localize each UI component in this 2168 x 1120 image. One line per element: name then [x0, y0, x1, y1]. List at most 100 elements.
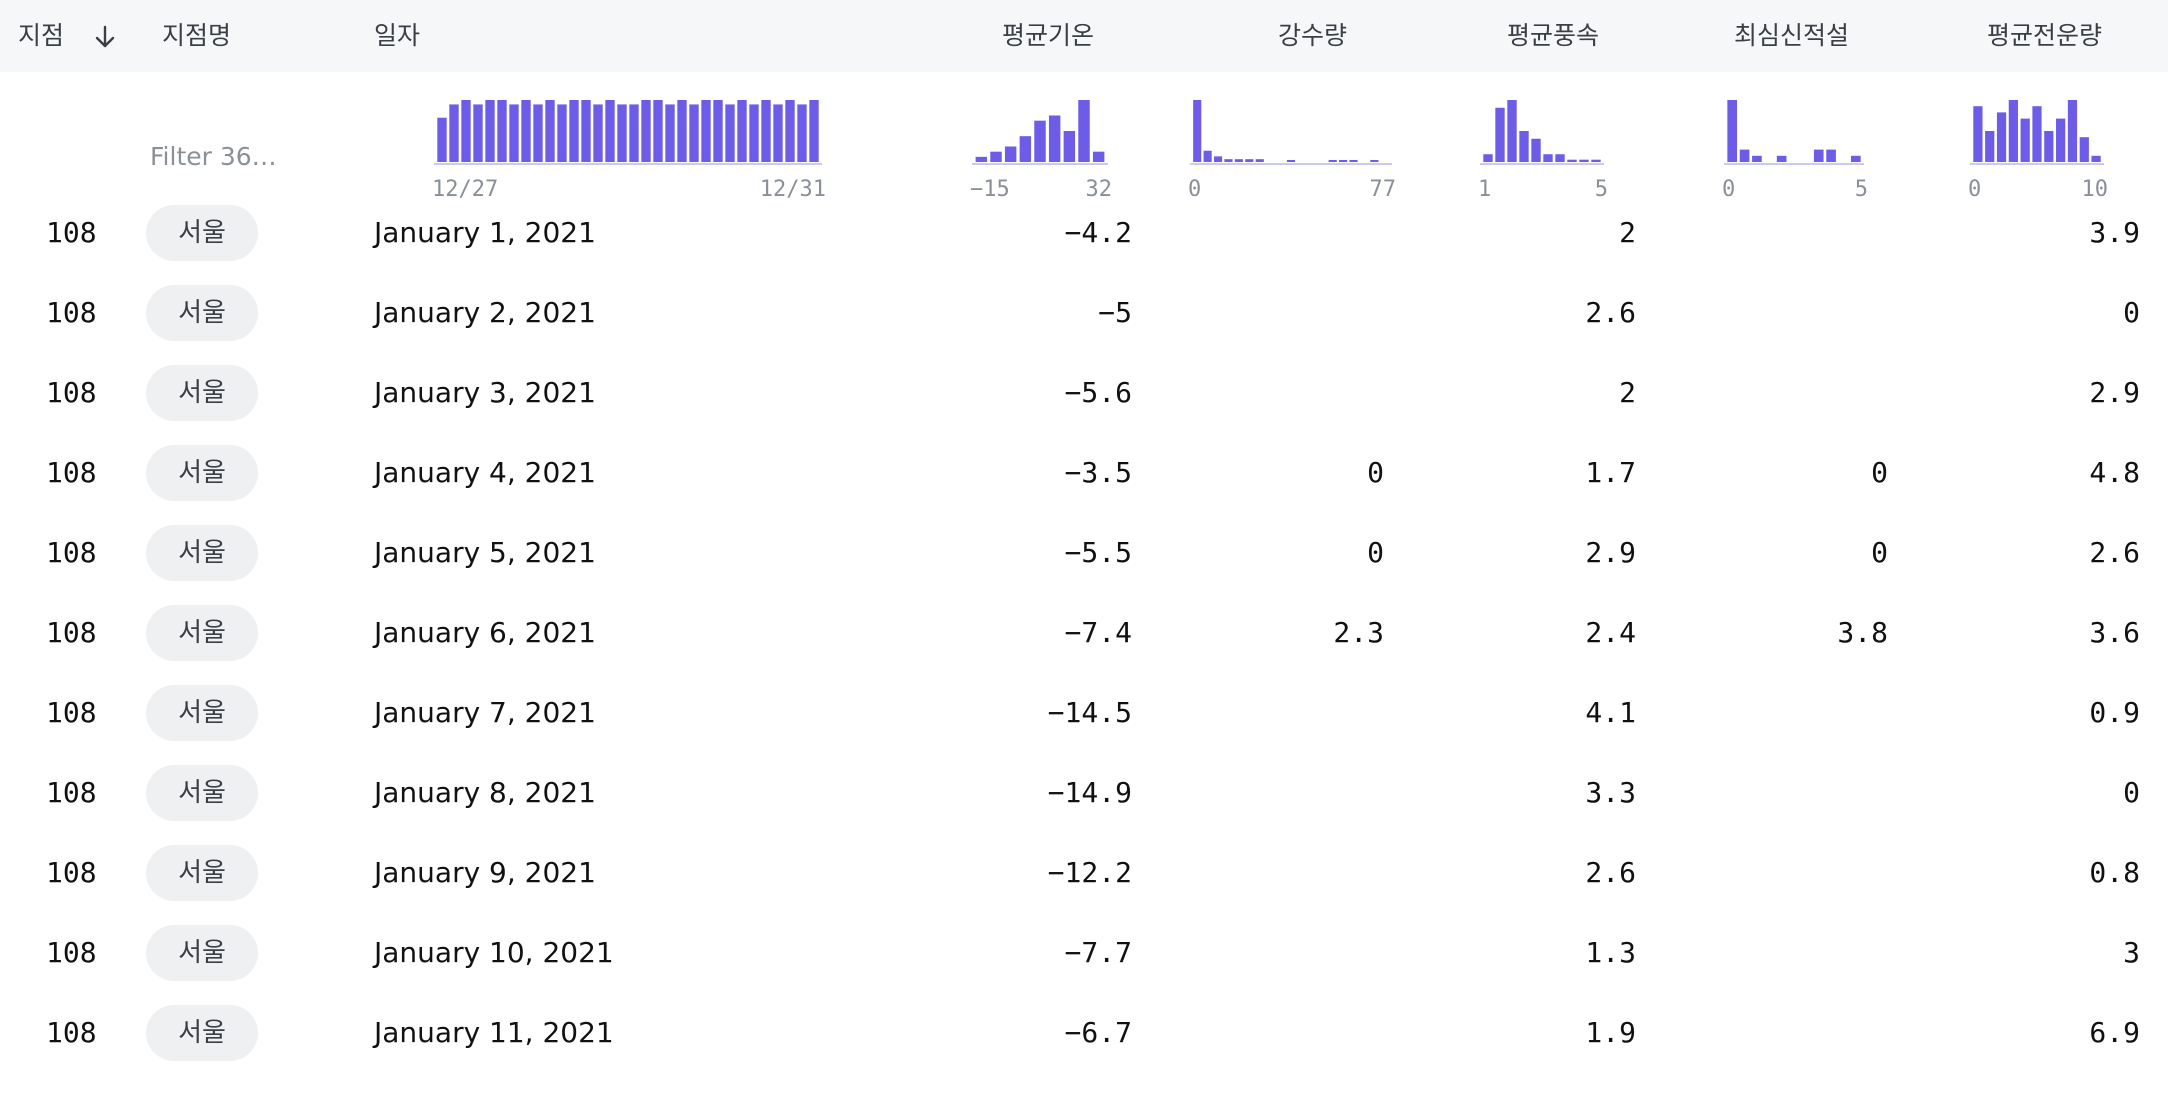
histogram-precip[interactable]: 0 77: [1186, 92, 1396, 212]
histogram-bar[interactable]: [1727, 100, 1738, 162]
histogram-bar[interactable]: [677, 100, 687, 162]
cell-cloud: 6.9: [2089, 1016, 2140, 1049]
histogram-bar[interactable]: [1850, 155, 1861, 162]
histogram-bar[interactable]: [713, 100, 723, 162]
histogram-bar[interactable]: [785, 100, 795, 162]
column-header-avg-wind[interactable]: 평균풍속: [1507, 21, 1600, 50]
histogram-bar[interactable]: [665, 104, 675, 162]
histogram-bar[interactable]: [1048, 115, 1061, 163]
histogram-bar[interactable]: [533, 104, 543, 162]
histogram-bar[interactable]: [509, 104, 519, 162]
histogram-bar[interactable]: [1245, 159, 1254, 162]
histogram-bar[interactable]: [1063, 131, 1076, 162]
histogram-bar[interactable]: [1543, 154, 1553, 162]
histogram-bar[interactable]: [593, 104, 603, 162]
histogram-bar[interactable]: [653, 100, 663, 162]
histogram-bar[interactable]: [1555, 154, 1565, 162]
histogram-bar[interactable]: [581, 100, 591, 162]
filter-input[interactable]: [150, 135, 360, 177]
histogram-bar[interactable]: [2067, 100, 2078, 162]
histogram-bar[interactable]: [701, 100, 711, 162]
histogram-bar[interactable]: [1776, 155, 1787, 162]
column-header-cloud[interactable]: 평균전운량: [1987, 21, 2103, 50]
histogram-bar[interactable]: [1034, 120, 1046, 162]
histogram-bar[interactable]: [2020, 118, 2030, 162]
histogram-bar[interactable]: [1826, 149, 1836, 162]
histogram-bar[interactable]: [975, 156, 988, 162]
histogram-bar[interactable]: [1507, 100, 1517, 162]
histogram-bar[interactable]: [1019, 136, 1032, 162]
histogram-bar[interactable]: [557, 104, 567, 162]
histogram-bar[interactable]: [689, 104, 699, 162]
cell-avg-wind: 2: [1619, 376, 1636, 409]
histogram-bar[interactable]: [497, 100, 507, 162]
histogram-bar[interactable]: [761, 100, 771, 162]
histogram-bar[interactable]: [2008, 100, 2018, 162]
column-header-snow[interactable]: 최심신적설: [1734, 21, 1850, 50]
histogram-bar[interactable]: [1092, 151, 1105, 162]
histogram-bar[interactable]: [1752, 155, 1762, 162]
histogram-bar[interactable]: [641, 100, 651, 162]
histogram-bar[interactable]: [1213, 156, 1223, 162]
histogram-bar[interactable]: [1567, 159, 1577, 162]
histogram-bar[interactable]: [2044, 131, 2054, 162]
histogram-bar[interactable]: [1985, 131, 1995, 162]
histogram-bar[interactable]: [990, 151, 1002, 162]
histogram-avg-temp[interactable]: −15 32: [968, 92, 1112, 212]
column-header-precip[interactable]: 강수량: [1278, 21, 1348, 50]
histogram-bar[interactable]: [1078, 100, 1090, 162]
histogram-bar[interactable]: [1519, 131, 1529, 162]
histogram-date[interactable]: 12/27 12/31: [430, 92, 826, 212]
histogram-bar[interactable]: [569, 100, 579, 162]
histogram-bar[interactable]: [725, 104, 735, 162]
column-header-station[interactable]: 지점: [18, 21, 65, 50]
histogram-bar[interactable]: [749, 104, 759, 162]
histogram-bar[interactable]: [1996, 112, 2007, 162]
histogram-bar[interactable]: [1813, 149, 1824, 162]
histogram-bar[interactable]: [1224, 159, 1233, 162]
histogram-bar[interactable]: [1483, 154, 1493, 162]
histogram-bar[interactable]: [1531, 138, 1541, 162]
histogram-bar[interactable]: [1591, 159, 1601, 162]
histogram-bar[interactable]: [1339, 160, 1348, 162]
column-header-station-name[interactable]: 지점명: [162, 21, 232, 50]
histogram-bar[interactable]: [2032, 106, 2042, 162]
histogram-bar[interactable]: [2091, 155, 2101, 162]
histogram-bar[interactable]: [1370, 160, 1379, 162]
histogram-bar[interactable]: [605, 100, 615, 162]
histogram-bar[interactable]: [1286, 160, 1296, 162]
histogram-bar[interactable]: [2079, 137, 2089, 162]
histogram-bar[interactable]: [809, 100, 819, 162]
arrow-down-icon[interactable]: [92, 24, 118, 50]
histogram-bar[interactable]: [2056, 118, 2066, 162]
histogram-bar[interactable]: [1739, 149, 1750, 162]
cell-station: 108: [46, 936, 97, 969]
histogram-bar[interactable]: [1328, 160, 1337, 162]
histogram-bar[interactable]: [521, 100, 531, 162]
histogram-bar[interactable]: [1255, 159, 1264, 162]
histogram-bar[interactable]: [1203, 150, 1212, 162]
histogram-bar[interactable]: [617, 104, 627, 162]
histogram-bar[interactable]: [1579, 159, 1589, 162]
histogram-bar[interactable]: [1349, 160, 1358, 162]
histogram-bar[interactable]: [461, 100, 471, 162]
histogram-bar[interactable]: [473, 104, 483, 162]
histogram-bar[interactable]: [629, 104, 639, 162]
histogram-bar[interactable]: [485, 100, 495, 162]
histogram-bar[interactable]: [1193, 100, 1202, 162]
column-header-avg-temp[interactable]: 평균기온: [1002, 21, 1095, 50]
histogram-bar[interactable]: [1495, 107, 1505, 162]
histogram-cloud[interactable]: 0 10: [1966, 92, 2108, 212]
histogram-bar[interactable]: [1004, 146, 1017, 163]
histogram-bar[interactable]: [1234, 159, 1243, 162]
histogram-bar[interactable]: [545, 100, 555, 162]
histogram-bar[interactable]: [449, 104, 459, 162]
histogram-bar[interactable]: [797, 104, 807, 162]
histogram-bar[interactable]: [437, 117, 447, 162]
histogram-bar[interactable]: [773, 104, 783, 162]
histogram-bar[interactable]: [737, 100, 747, 162]
histogram-bar[interactable]: [1973, 106, 1983, 162]
column-header-date[interactable]: 일자: [374, 21, 421, 50]
